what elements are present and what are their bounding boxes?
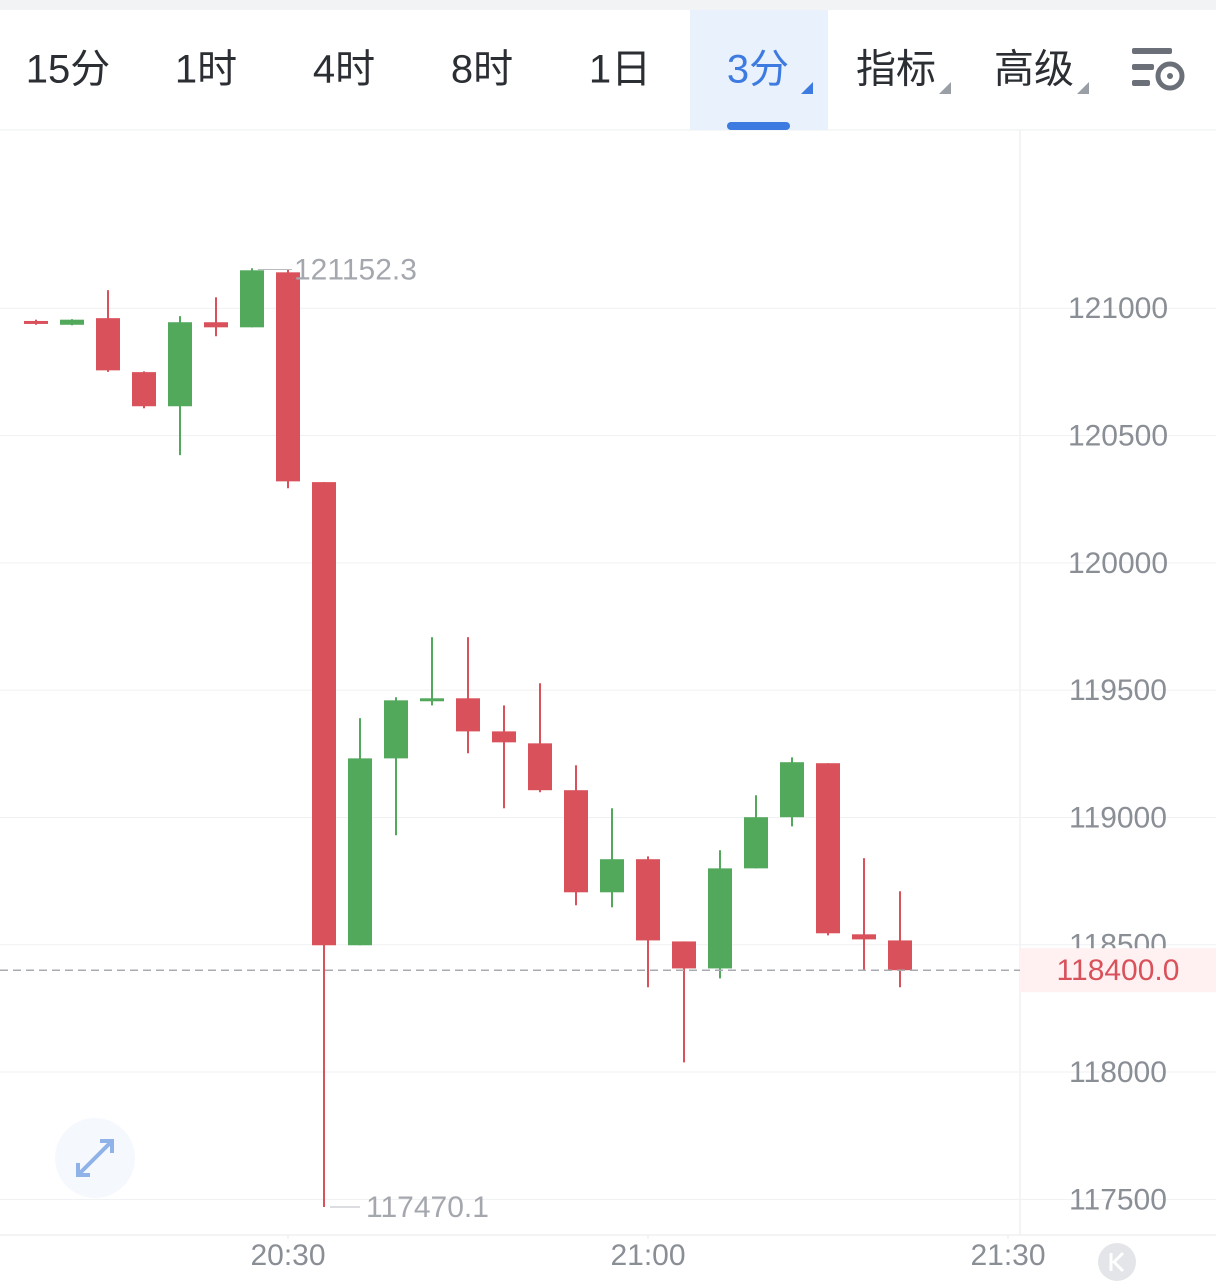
candle-body bbox=[96, 318, 120, 371]
candle-body bbox=[888, 940, 912, 971]
status-strip bbox=[0, 0, 1216, 10]
candle-body bbox=[528, 743, 552, 791]
active-tab-indicator bbox=[727, 122, 790, 130]
y-tick-label: 121000 bbox=[1068, 292, 1168, 325]
y-tick-label: 120000 bbox=[1068, 547, 1168, 580]
candle-body bbox=[564, 790, 588, 893]
min-label: 117470.1 bbox=[366, 1191, 489, 1224]
y-tick-label: 120500 bbox=[1068, 419, 1168, 452]
candle-body bbox=[744, 817, 768, 869]
expand-button[interactable] bbox=[55, 1118, 135, 1198]
tab-label[interactable]: 指标 bbox=[856, 48, 936, 92]
tab-label[interactable]: 3分 bbox=[727, 48, 789, 92]
candle-body bbox=[852, 934, 876, 940]
tab-label[interactable]: 4时 bbox=[313, 48, 375, 92]
y-tick-label: 119500 bbox=[1069, 674, 1167, 707]
x-tick-label: 21:30 bbox=[970, 1239, 1045, 1272]
candle-body bbox=[420, 698, 444, 702]
candle-body bbox=[60, 319, 84, 325]
candle-body bbox=[492, 731, 516, 743]
dropdown-arrow bbox=[801, 82, 813, 94]
last-price-tag bbox=[1020, 948, 1216, 993]
back-to-latest[interactable] bbox=[1098, 1243, 1136, 1281]
settings-icon[interactable] bbox=[1132, 48, 1185, 91]
tab-label[interactable]: 高级 bbox=[994, 48, 1074, 92]
y-tick-label: 119000 bbox=[1069, 801, 1167, 834]
candle-body bbox=[456, 698, 480, 732]
candle-body bbox=[168, 322, 192, 407]
candle-body bbox=[348, 758, 372, 946]
candle-body bbox=[672, 941, 696, 969]
candle-body bbox=[600, 859, 624, 893]
tab-label[interactable]: 15分 bbox=[26, 48, 111, 92]
max-label: 121152.3 bbox=[294, 253, 417, 286]
candle-body bbox=[636, 859, 660, 941]
dropdown-arrow bbox=[939, 82, 951, 94]
tab-label[interactable]: 1日 bbox=[589, 48, 651, 92]
candle-body bbox=[816, 763, 840, 934]
candle-body bbox=[780, 762, 804, 818]
y-tick-label: 117500 bbox=[1069, 1183, 1167, 1216]
last-price-label: 118400.0 bbox=[1057, 954, 1180, 987]
candle-body bbox=[24, 320, 48, 324]
x-tick-label: 21:00 bbox=[610, 1239, 685, 1272]
dropdown-arrow bbox=[1077, 82, 1089, 94]
candle-body bbox=[312, 482, 336, 946]
x-tick-label: 20:30 bbox=[250, 1239, 325, 1272]
candle-body bbox=[384, 700, 408, 759]
candle-body bbox=[708, 868, 732, 969]
candle-body bbox=[240, 270, 264, 328]
tab-label[interactable]: 8时 bbox=[451, 48, 513, 92]
candle-body bbox=[276, 272, 300, 482]
active-tab-bg[interactable] bbox=[690, 10, 828, 130]
tab-label[interactable]: 1时 bbox=[175, 48, 237, 92]
candle-body bbox=[204, 322, 228, 328]
y-tick-label: 118000 bbox=[1069, 1056, 1167, 1089]
candle-body bbox=[132, 372, 156, 407]
